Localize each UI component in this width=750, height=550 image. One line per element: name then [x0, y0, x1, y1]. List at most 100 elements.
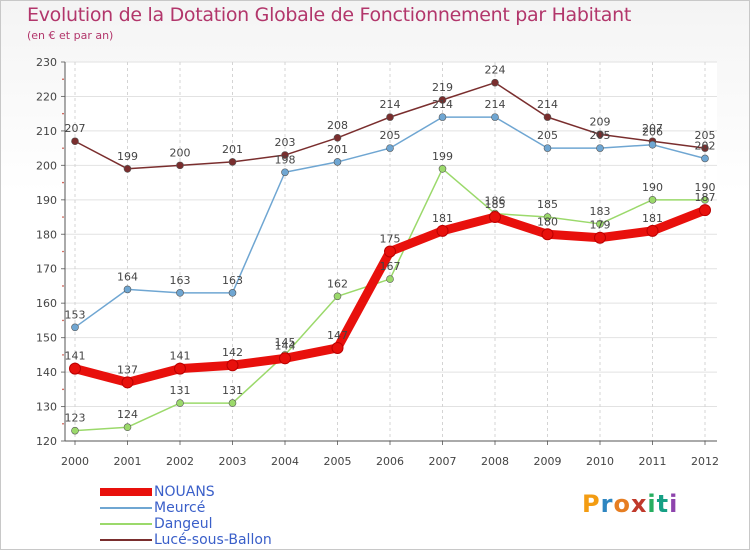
y-tick-label: 180 [36, 228, 57, 241]
y-tick-label: 230 [36, 56, 57, 69]
data-label: 219 [432, 81, 453, 94]
data-label: 179 [590, 219, 611, 232]
data-point [699, 204, 711, 217]
y-tick-label: 200 [36, 159, 57, 172]
data-label: 141 [170, 350, 191, 363]
proxiti-logo: Proxiti [582, 490, 678, 518]
x-tick-label: 2006 [376, 455, 404, 468]
y-tick-label: 220 [36, 90, 57, 103]
data-label: 175 [380, 233, 401, 246]
y-minor-tick [62, 216, 64, 218]
y-tick-label: 130 [36, 401, 57, 414]
data-label: 124 [117, 408, 138, 421]
data-point [228, 289, 237, 297]
data-point [648, 140, 657, 149]
data-label: 205 [695, 129, 716, 142]
data-label: 185 [485, 198, 506, 211]
data-label: 137 [117, 363, 138, 376]
data-label: 185 [537, 198, 558, 211]
data-label: 203 [275, 136, 296, 149]
data-label: 187 [695, 191, 716, 204]
data-label: 144 [275, 339, 296, 352]
legend-swatch [100, 507, 152, 509]
data-point [438, 113, 447, 121]
data-label: 214 [432, 98, 453, 111]
legend-swatch [100, 523, 152, 525]
data-point [123, 285, 132, 294]
y-minor-tick [62, 388, 64, 391]
data-point [279, 352, 291, 365]
data-label: 147 [327, 329, 348, 342]
data-point [123, 423, 132, 432]
data-label: 214 [537, 98, 558, 111]
data-label: 207 [642, 122, 663, 135]
data-point [436, 224, 449, 237]
data-point [333, 292, 342, 301]
data-point [438, 96, 447, 104]
y-minor-tick [62, 147, 64, 149]
data-label: 202 [695, 139, 716, 152]
data-label: 201 [327, 143, 348, 156]
data-point [281, 168, 289, 177]
data-label: 180 [537, 215, 558, 228]
y-minor-tick [62, 112, 64, 115]
data-label: 142 [222, 346, 243, 359]
data-point [386, 275, 394, 283]
data-point [228, 399, 237, 407]
data-label: 205 [537, 129, 558, 142]
logo-letter: x [630, 490, 648, 518]
data-point [596, 220, 604, 228]
data-point [71, 137, 79, 146]
data-label: 183 [590, 205, 611, 218]
data-label: 206 [642, 126, 663, 139]
data-label: 214 [380, 98, 401, 111]
legend-label: Dangeul [154, 516, 213, 532]
data-point [648, 196, 657, 204]
data-label: 200 [170, 146, 191, 159]
x-tick-label: 2002 [166, 455, 194, 468]
data-point [596, 144, 604, 152]
x-tick-label: 2004 [271, 455, 299, 468]
data-label: 123 [65, 412, 86, 425]
legend-swatch [100, 488, 152, 496]
data-point [71, 426, 79, 435]
data-point [333, 158, 342, 166]
y-minor-tick [62, 422, 64, 425]
logo-letter: i [669, 490, 679, 518]
legend-label: NOUANS [154, 484, 215, 500]
data-point [331, 341, 344, 354]
data-point [701, 154, 709, 163]
data-point [491, 78, 499, 87]
data-label: 131 [170, 384, 191, 397]
data-point [176, 161, 184, 170]
y-tick-label: 170 [36, 263, 57, 276]
data-label: 141 [65, 350, 86, 363]
data-label: 207 [65, 122, 86, 135]
data-point [333, 134, 342, 142]
y-tick-label: 190 [36, 194, 57, 207]
data-label: 186 [485, 195, 506, 208]
logo-letter: o [613, 490, 631, 518]
data-point [176, 289, 184, 297]
data-point [228, 158, 237, 166]
legend-swatch [100, 539, 152, 541]
x-tick-label: 2012 [691, 455, 719, 468]
logo-letter: P [582, 490, 601, 518]
data-point [543, 213, 552, 221]
data-label: 181 [642, 212, 663, 225]
data-point [226, 359, 239, 372]
data-point [71, 323, 79, 332]
data-label: 164 [117, 270, 138, 283]
x-tick-label: 2008 [481, 455, 509, 468]
data-label: 145 [275, 336, 296, 349]
y-tick-label: 160 [36, 297, 57, 310]
data-label: 153 [65, 308, 86, 321]
data-label: 162 [327, 277, 348, 290]
data-point [701, 144, 709, 152]
x-tick-label: 2005 [324, 455, 352, 468]
data-label: 198 [275, 153, 296, 166]
data-label: 224 [485, 64, 506, 77]
data-label: 199 [117, 150, 138, 163]
data-label: 131 [222, 384, 243, 397]
